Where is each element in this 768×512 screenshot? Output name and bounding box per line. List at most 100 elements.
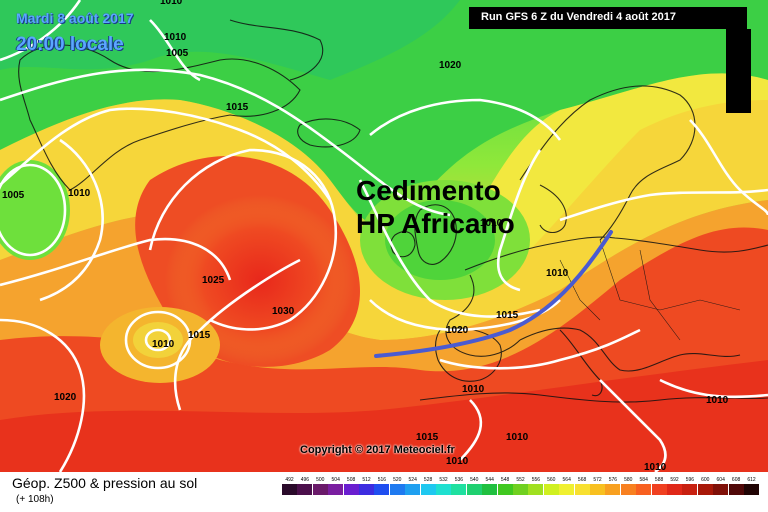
scale-label: 500 [316, 477, 325, 483]
scale-swatch [682, 484, 698, 495]
scale-swatch [528, 484, 544, 495]
isobar-label: 1020 [54, 392, 77, 403]
scale-label: 528 [423, 477, 433, 483]
isobar-label: 1020 [446, 325, 469, 336]
isobar-label: 1010 [446, 456, 469, 467]
legend-subtitle: (+ 108h) [16, 494, 54, 505]
isobar-label: 1005 [2, 190, 25, 201]
scale-label: 604 [716, 477, 725, 483]
scale-label: 600 [701, 477, 710, 483]
scale-label: 556 [531, 477, 541, 483]
isobar-label: 1010 [546, 268, 569, 279]
scale-label: 524 [408, 477, 417, 483]
scale-label: 492 [285, 477, 294, 483]
scale-swatch [328, 484, 344, 495]
scale-swatch [497, 484, 513, 495]
scale-label: 576 [608, 477, 618, 483]
scale-swatch [374, 484, 390, 495]
isobar-label: 1010 [644, 462, 667, 472]
forecast-date: Mardi 8 août 2017 [16, 10, 134, 26]
scale-label: 564 [562, 477, 571, 483]
run-info-box [469, 7, 747, 29]
scale-swatch [651, 484, 667, 495]
isobar-label: 1010 [152, 339, 175, 350]
scale-swatch [297, 484, 313, 495]
isobar-label: 1030 [272, 306, 295, 317]
isobars [0, 0, 768, 472]
isobar-label: 1010 [160, 0, 183, 7]
scale-label: 560 [547, 477, 556, 483]
scale-label: 544 [485, 477, 494, 483]
scale-swatch [543, 484, 559, 495]
scale-swatch [282, 484, 297, 495]
scale-swatch [436, 484, 451, 495]
scale-swatch [420, 484, 436, 495]
scale-swatch [605, 484, 621, 495]
isobar-label: 1010 [480, 218, 503, 229]
scale-label: 508 [346, 477, 356, 483]
scale-label: 520 [393, 477, 402, 483]
scale-swatch [574, 484, 590, 495]
weather-map: 1010 1005 1020 1015 1010 1005 1010 1010 … [0, 0, 768, 472]
run-info: Run GFS 6 Z du Vendredi 4 août 2017 [481, 11, 676, 23]
scale-swatch [343, 484, 359, 495]
scale-swatch [728, 484, 744, 495]
scale-label: 504 [331, 477, 340, 483]
scale-swatch [713, 484, 729, 495]
scale-swatch [559, 484, 575, 495]
annotation-arrow [374, 230, 613, 358]
scale-label: 552 [516, 477, 525, 483]
isobar-label: 1010 [506, 432, 529, 443]
scale-swatch [636, 484, 652, 495]
scale-label: 536 [454, 477, 464, 483]
scale-label: 540 [470, 477, 479, 483]
scale-label: 572 [593, 477, 602, 483]
isobar-label: 1020 [439, 60, 462, 71]
scale-swatch [482, 484, 498, 495]
isobar-label: 1010 [68, 188, 91, 199]
isobar-label: 1010 [706, 395, 729, 406]
forecast-time: 20:00 locale [16, 34, 124, 55]
isobar-label: 1010 [164, 32, 187, 43]
isobar-label: 1005 [166, 48, 189, 59]
black-panel [726, 29, 751, 113]
scale-label: 532 [439, 477, 448, 483]
scale-swatch [359, 484, 374, 495]
scale-label: 568 [577, 477, 587, 483]
scale-swatch [513, 484, 528, 495]
scale-swatch [667, 484, 682, 495]
legend-footer: Géop. Z500 & pression au sol (+ 108h) 49… [0, 472, 768, 512]
scale-swatch [744, 484, 759, 495]
legend-title: Géop. Z500 & pression au sol [12, 475, 198, 491]
isobar-label: 1015 [226, 102, 249, 113]
isobar-label: 1015 [188, 330, 211, 341]
annotation-line-1: Cedimento [356, 175, 501, 206]
color-scale: 492 496 500 504 508 512 516 520 524 528 532 536 540 5… [282, 477, 762, 503]
scale-label: 584 [639, 477, 648, 483]
scale-swatch [620, 484, 636, 495]
isobar-label: 1015 [496, 310, 519, 321]
scale-label: 612 [747, 477, 756, 483]
map-canvas: 1010 1005 1020 1015 1010 1005 1010 1010 … [0, 0, 768, 472]
isobar-labels: 1010 1005 1020 1015 1010 1005 1010 1010 … [2, 0, 729, 472]
scale-swatch [451, 484, 467, 495]
isobar-label: 1025 [202, 275, 225, 286]
scale-label: 548 [500, 477, 510, 483]
isobar-label: 1010 [462, 384, 485, 395]
scale-swatch [590, 484, 605, 495]
scale-label: 580 [624, 477, 633, 483]
scale-label: 516 [377, 477, 387, 483]
scale-swatch [389, 484, 405, 495]
scale-swatch [312, 484, 328, 495]
scale-swatch [466, 484, 482, 495]
scale-swatch [405, 484, 421, 495]
scale-label: 608 [731, 477, 741, 483]
scale-label: 592 [670, 477, 679, 483]
annotation-line-2: HP Africano [356, 208, 515, 239]
scale-label: 496 [300, 477, 310, 483]
scale-swatch [697, 484, 713, 495]
scale-label: 596 [685, 477, 695, 483]
scale-label: 588 [654, 477, 664, 483]
isobar-label: 1015 [416, 432, 439, 443]
copyright: Copyright © 2017 Meteociel.fr [300, 444, 455, 456]
